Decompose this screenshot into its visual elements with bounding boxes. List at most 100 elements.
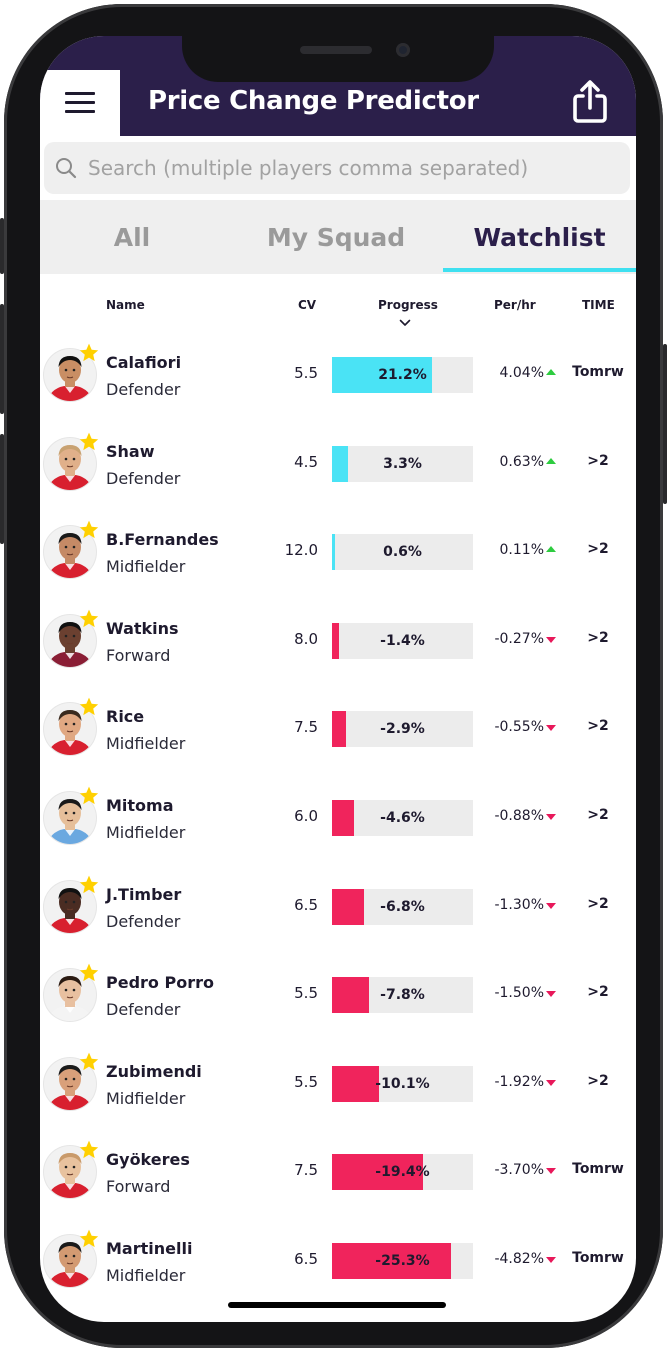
per-hour-rate: -4.82% xyxy=(494,1251,544,1267)
star-icon[interactable] xyxy=(78,696,100,718)
table-row[interactable]: Shaw Defender 4.5 3.3% 0.63% >2 xyxy=(40,431,636,521)
column-header-time[interactable]: TIME xyxy=(582,298,615,312)
time-to-change: >2 xyxy=(587,718,609,735)
player-cv: 5.5 xyxy=(294,984,318,1003)
player-name: Calafiori xyxy=(106,353,182,372)
column-header-name[interactable]: Name xyxy=(106,298,145,312)
progress-fill xyxy=(332,1065,379,1102)
column-header-progress[interactable]: Progress xyxy=(378,298,438,312)
player-name: Mitoma xyxy=(106,796,174,815)
table-row[interactable]: Rice Midfielder 7.5 -2.9% -0.55% >2 xyxy=(40,698,636,786)
table-row[interactable]: Mitoma Midfielder 6.0 -4.6% -0.88% >2 xyxy=(40,785,636,875)
progress-value: -10.1% xyxy=(375,1075,430,1092)
speaker xyxy=(300,46,372,54)
table-row[interactable]: Zubimendi Midfielder 5.5 -10.1% -1.92% >… xyxy=(40,1051,636,1141)
progress-bar: 21.2% xyxy=(332,357,473,393)
table-row[interactable]: Gyökeres Forward 7.5 -19.4% -3.70% Tomrw xyxy=(40,1141,636,1229)
progress-bar: -10.1% xyxy=(332,1065,473,1102)
progress-value: -25.3% xyxy=(375,1253,430,1269)
star-icon[interactable] xyxy=(78,608,100,630)
star-icon[interactable] xyxy=(78,1051,100,1073)
player-position: Midfielder xyxy=(106,1088,186,1108)
progress-bar: -7.8% xyxy=(332,977,473,1014)
progress-bar: -6.8% xyxy=(332,888,473,925)
trend-down-icon xyxy=(546,991,556,998)
progress-fill xyxy=(332,711,346,748)
column-header-cv[interactable]: CV xyxy=(298,298,317,312)
time-to-change: >2 xyxy=(587,1072,609,1089)
power-button xyxy=(663,344,667,504)
player-cv: 7.5 xyxy=(294,1161,318,1180)
chevron-down-icon[interactable] xyxy=(399,319,411,327)
star-icon[interactable] xyxy=(78,785,100,807)
player-name: Zubimendi xyxy=(106,1061,202,1081)
player-name: Gyökeres xyxy=(106,1150,190,1170)
progress-fill xyxy=(332,800,354,836)
trend-down-icon xyxy=(546,814,556,820)
time-to-change: >2 xyxy=(587,541,609,558)
progress-value: -6.8% xyxy=(380,898,425,915)
progress-bar: -25.3% xyxy=(332,1243,473,1279)
table-row[interactable]: J.Timber Defender 6.5 -6.8% -1.30% >2 xyxy=(40,874,636,964)
player-cv: 6.5 xyxy=(294,1250,318,1268)
notch xyxy=(182,36,494,82)
per-hour-rate: -0.88% xyxy=(494,808,544,824)
per-hour-rate: -0.55% xyxy=(494,719,544,736)
star-icon[interactable] xyxy=(78,1228,100,1250)
player-cv: 12.0 xyxy=(284,541,318,560)
table-row[interactable]: B.Fernandes Midfielder 12.0 0.6% 0.11% >… xyxy=(40,519,636,609)
per-hour-rate: 0.11% xyxy=(499,542,544,559)
player-position: Defender xyxy=(106,911,181,931)
home-indicator[interactable] xyxy=(228,1302,446,1308)
tab-all[interactable]: All xyxy=(113,222,151,252)
table-row[interactable]: Calafiori Defender 5.5 21.2% 4.04% Tomrw xyxy=(40,342,636,432)
search-icon xyxy=(56,158,77,179)
progress-fill xyxy=(332,977,369,1014)
avatar xyxy=(44,1057,96,1110)
time-to-change: >2 xyxy=(587,452,609,469)
menu-button[interactable] xyxy=(40,70,120,136)
search-input[interactable] xyxy=(88,142,608,194)
player-position: Defender xyxy=(106,468,181,488)
star-icon[interactable] xyxy=(78,874,100,896)
player-cv: 6.0 xyxy=(294,807,318,825)
star-icon[interactable] xyxy=(78,342,100,364)
player-name: Shaw xyxy=(106,441,155,461)
volume-down-button xyxy=(0,434,4,544)
tab-watchlist[interactable]: Watchlist xyxy=(473,222,606,252)
table-row[interactable]: Martinelli Midfielder 6.5 -25.3% -4.82% … xyxy=(40,1228,636,1318)
camera xyxy=(396,43,410,57)
share-button[interactable] xyxy=(570,80,610,124)
progress-fill xyxy=(332,357,432,393)
star-icon[interactable] xyxy=(78,431,100,453)
progress-value: 3.3% xyxy=(383,455,422,472)
progress-fill xyxy=(332,1154,423,1191)
per-hour-rate: -3.70% xyxy=(494,1162,544,1179)
star-icon[interactable] xyxy=(78,519,100,541)
per-hour-rate: -1.92% xyxy=(494,1073,544,1090)
tab-bar: All My Squad Watchlist xyxy=(40,200,636,274)
player-position: Midfielder xyxy=(106,1266,186,1285)
progress-value: -2.9% xyxy=(380,721,425,738)
trend-down-icon xyxy=(546,1257,556,1263)
player-cv: 6.5 xyxy=(294,895,318,914)
hamburger-menu-icon xyxy=(65,92,95,114)
share-icon xyxy=(573,80,607,123)
player-position: Defender xyxy=(106,1000,181,1020)
trend-down-icon xyxy=(546,725,556,732)
progress-bar: -2.9% xyxy=(332,711,473,748)
volume-up-button xyxy=(0,304,4,414)
progress-bar: -1.4% xyxy=(332,622,473,659)
tab-my-squad[interactable]: My Squad xyxy=(266,222,406,252)
time-to-change: >2 xyxy=(587,629,609,646)
progress-value: -4.6% xyxy=(380,810,425,826)
progress-fill xyxy=(332,622,339,659)
table-row[interactable]: Pedro Porro Defender 5.5 -7.8% -1.50% >2 xyxy=(40,962,636,1052)
player-name: J.Timber xyxy=(106,884,182,904)
table-row[interactable]: Watkins Forward 8.0 -1.4% -0.27% >2 xyxy=(40,608,636,698)
progress-value: -1.4% xyxy=(380,632,425,649)
star-icon[interactable] xyxy=(78,962,100,984)
column-header-per-hr[interactable]: Per/hr xyxy=(494,298,536,312)
player-name: Watkins xyxy=(106,618,179,638)
star-icon[interactable] xyxy=(78,1139,100,1161)
